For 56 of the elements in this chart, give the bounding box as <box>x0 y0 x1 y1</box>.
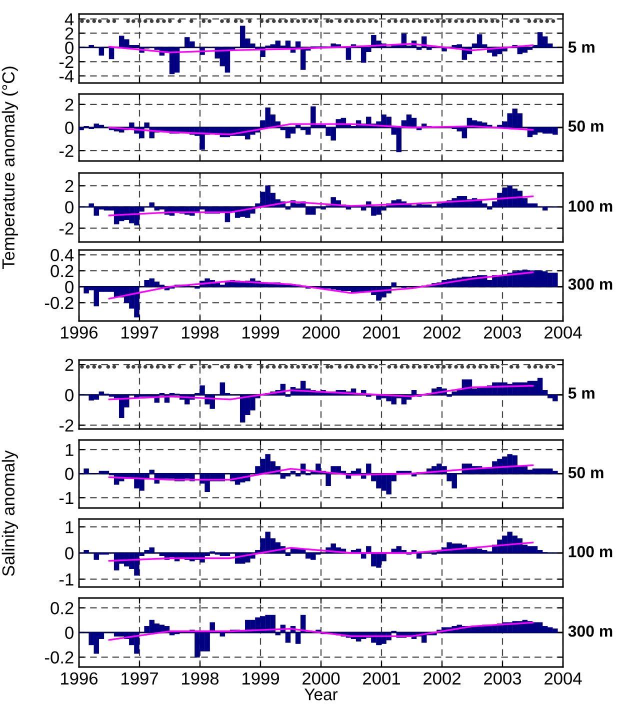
y-tick-label: 2 <box>65 27 74 40</box>
y-tick-label: -2 <box>59 144 74 157</box>
y-tick-label: 1 <box>66 444 74 456</box>
y-tick-label: -0.2 <box>44 296 74 310</box>
x-tick-label: 2000 <box>302 672 340 685</box>
y-tick-label: 1 <box>66 521 74 534</box>
x-axis-title: Year <box>304 688 338 700</box>
y-tick-label: 0 <box>65 389 74 402</box>
y-axis-title: Salinity anomaly <box>2 450 18 576</box>
text: 5 m <box>568 42 594 53</box>
x-tick-label: 2001 <box>363 326 400 339</box>
y-tick-label: 0 <box>65 201 74 214</box>
y-tick-label: 0 <box>65 626 74 639</box>
x-tick-label: 1998 <box>182 326 219 339</box>
y-tick-label: 0.2 <box>50 602 74 614</box>
y-tick-label: 0.4 <box>50 248 74 262</box>
y-tick-label: -4 <box>59 70 74 82</box>
x-tick-label: 1997 <box>122 672 158 685</box>
y-tick-label: 0 <box>65 547 74 560</box>
x-tick-label: 1999 <box>242 326 279 339</box>
x-tick-label: 1996 <box>61 326 98 339</box>
y-tick-label: -2 <box>59 222 74 234</box>
x-tick-label: 1997 <box>122 326 158 339</box>
x-tick-label: 2001 <box>363 672 400 685</box>
y-tick-label: -2 <box>59 419 74 432</box>
y-tick-label: -1 <box>59 574 74 586</box>
y-tick-label: 2 <box>65 98 74 111</box>
text: 300 m <box>568 278 612 290</box>
x-tick-label: 2004 <box>544 672 582 685</box>
x-tick-label: 1999 <box>242 672 279 685</box>
text: 100 m <box>568 200 612 212</box>
y-tick-label: 0 <box>65 122 74 134</box>
y-tick-label: 0 <box>65 468 74 480</box>
x-tick-label: 2002 <box>424 326 460 339</box>
x-tick-label: 2002 <box>424 672 460 685</box>
y-tick-label: 0 <box>65 42 74 54</box>
y-tick-label: -2 <box>59 56 74 68</box>
x-tick-label: 2003 <box>484 326 522 339</box>
x-tick-label: 1998 <box>182 672 219 685</box>
y-tick-label: -1 <box>59 492 74 504</box>
y-axis-title: Temperature anomaly (°C) <box>2 66 18 269</box>
text: 100 m <box>568 546 612 558</box>
y-tick-label: 0 <box>65 280 74 294</box>
y-tick-label: 0.2 <box>50 264 74 278</box>
text: 50 m <box>568 120 604 132</box>
text: 300 m <box>568 625 612 637</box>
text: 50 m <box>568 466 604 478</box>
x-tick-label: 2004 <box>544 326 582 339</box>
text: 5 m <box>568 388 594 399</box>
y-tick-label: 4 <box>64 13 74 26</box>
y-tick-label: 2 <box>65 358 74 371</box>
y-tick-label: 2 <box>65 180 74 192</box>
x-tick-label: 1996 <box>61 672 98 685</box>
y-tick-label: -0.2 <box>44 651 74 664</box>
x-tick-label: 2000 <box>302 326 340 339</box>
x-tick-label: 2003 <box>484 672 522 685</box>
